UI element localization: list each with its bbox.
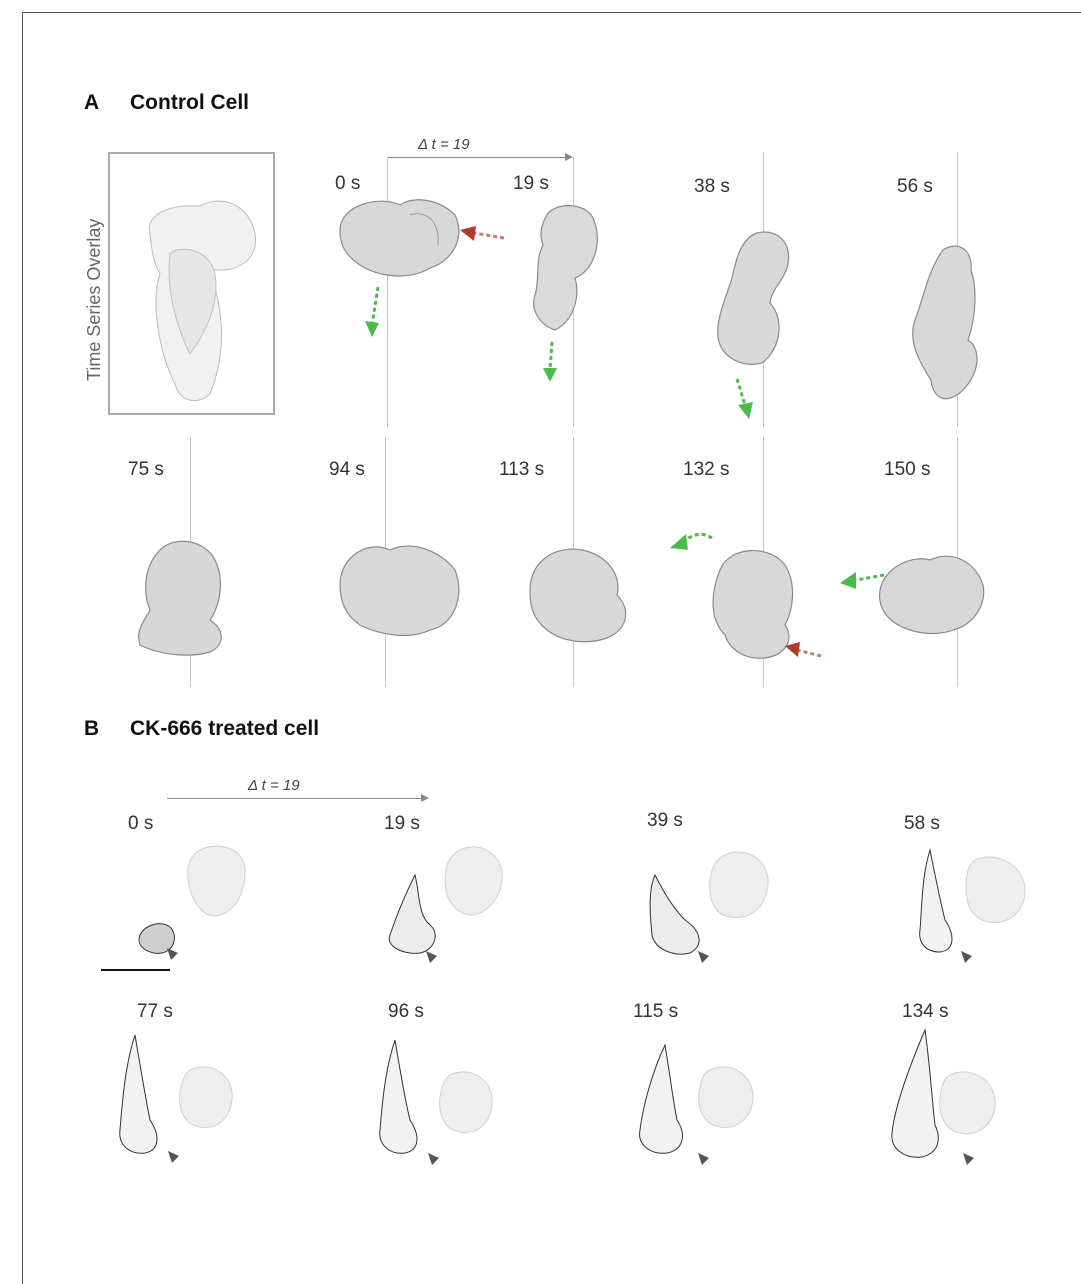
arrowhead-marker-icon xyxy=(698,1153,709,1165)
time-label: 150 s xyxy=(884,459,931,480)
panel-b-delta-label: Δ t = 19 xyxy=(248,777,300,794)
green-arrow-icon xyxy=(840,572,885,589)
time-label: 58 s xyxy=(904,813,940,834)
cell-image xyxy=(533,205,598,331)
arrowhead-marker-icon xyxy=(426,951,437,963)
time-label: 75 s xyxy=(128,459,164,480)
arrowhead-marker-icon xyxy=(167,948,178,960)
time-label: 0 s xyxy=(128,813,154,834)
arrowhead-marker-icon xyxy=(168,1151,179,1163)
time-label: 0 s xyxy=(335,173,361,194)
scale-bar xyxy=(101,969,170,971)
cell-image xyxy=(712,550,794,659)
overlay-cell-image xyxy=(148,200,256,402)
panel-a-letter: A xyxy=(84,91,100,114)
cell-image xyxy=(138,540,222,656)
cell-image xyxy=(878,555,985,635)
panel-a-time-arrowhead xyxy=(565,153,573,161)
time-label: 134 s xyxy=(902,1001,949,1022)
time-label: 56 s xyxy=(897,176,933,197)
panel-a-delta-label: Δ t = 19 xyxy=(418,136,470,153)
arrowhead-marker-icon xyxy=(963,1153,974,1165)
green-arrow-icon xyxy=(670,532,713,550)
time-label: 19 s xyxy=(513,173,549,194)
green-arrow-icon xyxy=(365,286,380,337)
cell-image xyxy=(119,1034,233,1154)
cell-image xyxy=(639,1043,754,1154)
time-series-overlay-box xyxy=(108,152,275,415)
time-label: 96 s xyxy=(388,1001,424,1022)
red-arrow-icon xyxy=(460,226,505,241)
time-label: 38 s xyxy=(694,176,730,197)
panel-a-title: Control Cell xyxy=(130,91,249,114)
green-arrow-icon xyxy=(735,378,753,419)
reference-line xyxy=(387,157,388,427)
green-arrow-icon xyxy=(543,341,557,382)
time-label: 132 s xyxy=(683,459,730,480)
cell-image xyxy=(388,846,503,954)
time-label: 113 s xyxy=(499,459,545,480)
panel-a-time-arrow xyxy=(387,157,565,158)
time-label: 39 s xyxy=(647,810,683,831)
figure-border xyxy=(22,12,1081,1284)
overlay-label: Time Series Overlay xyxy=(84,218,104,381)
panel-b-time-arrowhead xyxy=(421,794,429,802)
cell-image xyxy=(717,231,790,365)
panel-b-letter: B xyxy=(84,717,100,740)
arrowhead-marker-icon xyxy=(961,951,972,963)
time-label: 77 s xyxy=(137,1001,173,1022)
cell-image xyxy=(912,245,978,400)
arrowhead-marker-icon xyxy=(428,1153,439,1165)
time-label: 115 s xyxy=(633,1001,679,1022)
cell-image xyxy=(339,545,460,636)
cell-image xyxy=(138,845,246,954)
cell-image xyxy=(649,851,769,955)
time-label: 94 s xyxy=(329,459,365,480)
arrowhead-marker-icon xyxy=(698,951,709,963)
cell-image xyxy=(339,199,460,277)
panel-b-title: CK-666 treated cell xyxy=(130,717,320,740)
cell-image xyxy=(529,548,627,643)
time-label: 19 s xyxy=(384,813,420,834)
red-arrow-icon xyxy=(785,642,822,658)
cell-image xyxy=(891,1028,996,1158)
cell-image xyxy=(919,848,1026,953)
panel-b-time-arrow xyxy=(167,798,421,799)
cell-image xyxy=(379,1039,493,1154)
